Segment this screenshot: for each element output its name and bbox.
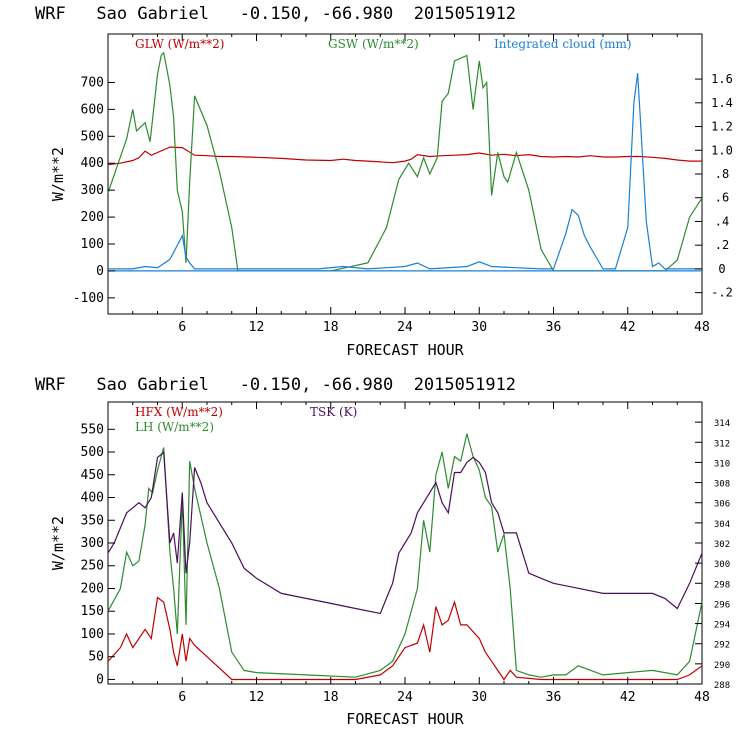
- series-line-integrated-0-2: [108, 73, 702, 270]
- panel-1-x-axis: 6 12 18 24 30 36 42 48: [132, 34, 710, 335]
- series-line-gsw-0-1: [107, 51, 703, 272]
- x-tick-label: 30: [471, 320, 487, 335]
- x-tick-label: 36: [546, 690, 562, 705]
- y-tick-label: 450: [81, 468, 104, 483]
- x-tick-label: 36: [546, 320, 562, 335]
- panel-1-y2-axis: -.2 0 .2 .4 .6 .8 1.0 1.2 1.4 1.6: [695, 72, 733, 300]
- panel-2-x-axis: 6 12 18 24 30 36 42 48: [132, 402, 710, 705]
- y2-tick-label: 304: [714, 520, 730, 530]
- y2-tick-label: 300: [714, 560, 730, 570]
- panel-1-series: [107, 51, 703, 272]
- panel-1-frame: [107, 33, 703, 315]
- x-tick-label: 24: [397, 690, 413, 705]
- y2-tick-label: 314: [714, 419, 730, 429]
- y2-tick-label: 1.4: [711, 96, 733, 110]
- y-tick-label: 0: [96, 672, 104, 687]
- series-line-hfx-1-0: [107, 596, 703, 681]
- x-tick-label: 18: [323, 320, 339, 335]
- legend-glw: GLW (W/m**2): [135, 37, 224, 51]
- y-tick-label: 500: [81, 129, 104, 144]
- y-tick-label: 150: [81, 604, 104, 619]
- x-tick-label: 42: [620, 320, 636, 335]
- panel-2-y2-axis: 288 290 292 294 296 298 300 302 304 306 308 310 312 3…: [695, 419, 730, 691]
- y2-tick-label: 290: [714, 661, 730, 671]
- panel-2-xlabel: FORECAST HOUR: [346, 710, 464, 728]
- y-tick-label: 600: [81, 102, 104, 117]
- legend-lh: LH (W/m**2): [135, 420, 214, 434]
- panel-2-title: WRF Sao Gabriel -0.150, -66.980 20150519…: [35, 375, 516, 395]
- y2-tick-label: .2: [715, 238, 729, 252]
- y2-tick-label: 308: [714, 480, 730, 490]
- x-tick-label: 12: [249, 690, 265, 705]
- x-tick-label: 48: [694, 690, 710, 705]
- y2-tick-label: 296: [714, 600, 730, 610]
- legend-hfx: HFX (W/m**2): [135, 405, 223, 419]
- series-line-glw-0-0: [107, 146, 702, 166]
- y-tick-label: 700: [81, 75, 104, 90]
- y2-tick-label: .8: [715, 167, 729, 181]
- y-tick-label: 300: [81, 183, 104, 198]
- y2-tick-label: 0: [718, 262, 725, 276]
- legend-cloud: Integrated cloud (mm): [494, 37, 632, 51]
- y2-tick-label: .6: [715, 191, 729, 205]
- y2-tick-label: 288: [714, 681, 730, 691]
- y2-tick-label: 1.0: [711, 143, 733, 157]
- y2-tick-label: 306: [714, 500, 730, 510]
- y2-tick-label: 310: [714, 459, 730, 469]
- y-tick-label: 250: [81, 559, 104, 574]
- panel-fluxes: WRF Sao Gabriel -0.150, -66.980 20150519…: [35, 375, 730, 728]
- y2-tick-label: 312: [714, 439, 730, 449]
- y2-tick-label: .4: [715, 214, 729, 228]
- legend-tsk: TSK (K): [310, 405, 357, 419]
- y-tick-label: 400: [81, 491, 104, 506]
- panel-1-ylabel: W/m**2: [49, 147, 67, 201]
- series-line-lh-1-1: [107, 433, 703, 678]
- y2-tick-label: 302: [714, 540, 730, 550]
- y-tick-label: 50: [88, 650, 104, 665]
- panel-1-xlabel: FORECAST HOUR: [346, 341, 464, 359]
- y-tick-label: 200: [81, 210, 104, 225]
- y-tick-label: 350: [81, 513, 104, 528]
- x-tick-label: 18: [323, 690, 339, 705]
- x-tick-label: 6: [178, 690, 186, 705]
- x-tick-label: 42: [620, 690, 636, 705]
- y-tick-label: 500: [81, 445, 104, 460]
- y2-tick-label: 1.6: [711, 72, 733, 86]
- y-tick-label: 400: [81, 156, 104, 171]
- y-tick-label: 100: [81, 237, 104, 252]
- y2-tick-label: 298: [714, 580, 730, 590]
- panel-2-series: [107, 433, 703, 681]
- legend-gsw: GSW (W/m**2): [328, 37, 419, 51]
- panel-radiation: WRF Sao Gabriel -0.150, -66.980 20150519…: [35, 4, 733, 359]
- y2-tick-label: 292: [714, 641, 730, 651]
- x-tick-label: 48: [694, 320, 710, 335]
- y2-tick-label: 1.2: [711, 120, 733, 134]
- y-tick-label: 300: [81, 536, 104, 551]
- y2-tick-label: -.2: [711, 286, 733, 300]
- y-tick-label: -100: [73, 291, 104, 306]
- series-line-tsk-1-2: [107, 451, 703, 615]
- y2-tick-label: 294: [714, 621, 730, 631]
- panel-1-y-axis: -100 0 100 200 300 400 500 600 700: [73, 75, 115, 306]
- x-tick-label: 12: [249, 320, 265, 335]
- x-tick-label: 24: [397, 320, 413, 335]
- y-tick-label: 0: [96, 264, 104, 279]
- panel-2-y-axis: 0 50 100 150 200 250 300 350 400 450 500 550: [81, 422, 115, 687]
- y-tick-label: 200: [81, 581, 104, 596]
- y-tick-label: 100: [81, 627, 104, 642]
- panel-2-ylabel: W/m**2: [49, 516, 67, 570]
- x-tick-label: 30: [471, 690, 487, 705]
- x-tick-label: 6: [178, 320, 186, 335]
- y-tick-label: 550: [81, 422, 104, 437]
- panel-1-title: WRF Sao Gabriel -0.150, -66.980 20150519…: [35, 4, 516, 24]
